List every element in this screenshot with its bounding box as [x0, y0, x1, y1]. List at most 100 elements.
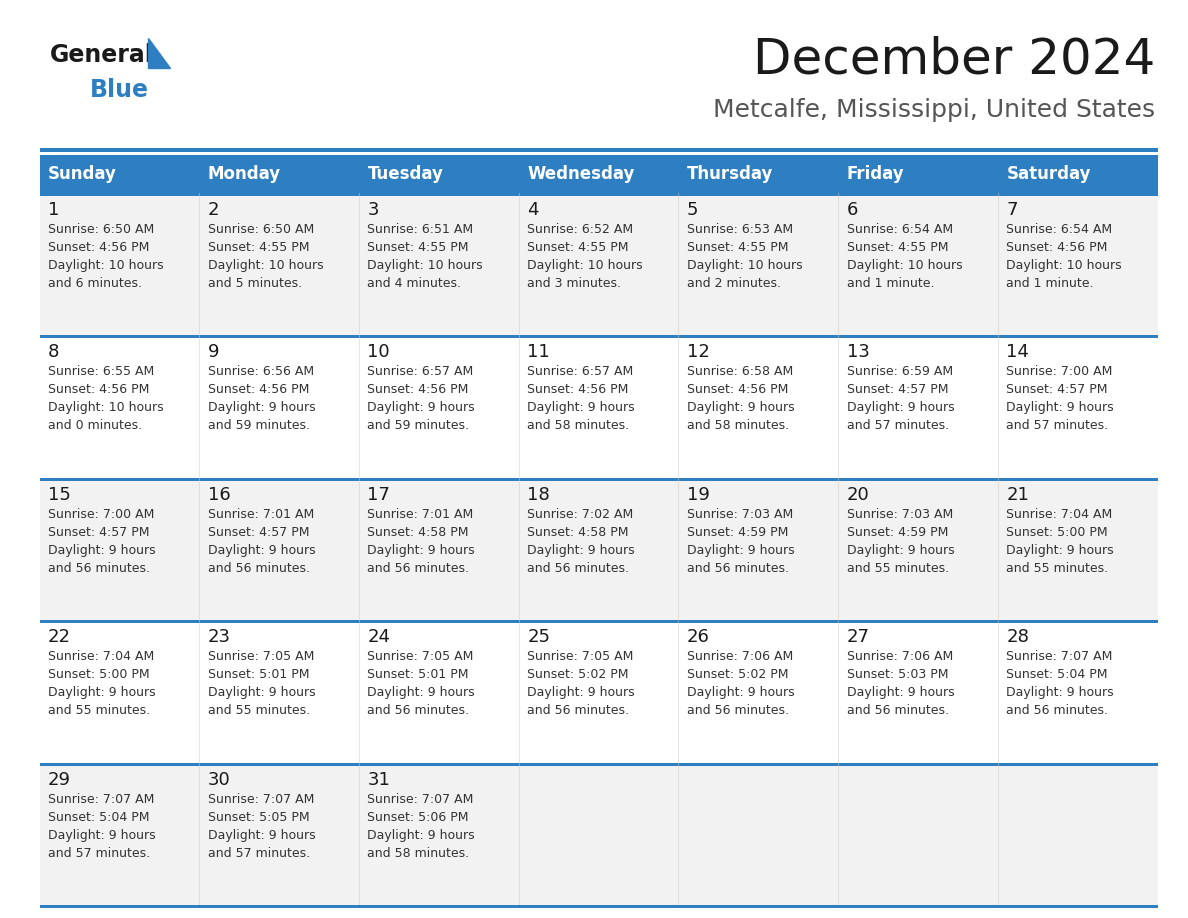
Text: Sunrise: 7:00 AM: Sunrise: 7:00 AM: [48, 508, 154, 521]
Bar: [40, 335, 1158, 339]
Text: Sunrise: 6:56 AM: Sunrise: 6:56 AM: [208, 365, 314, 378]
Text: and 59 minutes.: and 59 minutes.: [367, 420, 469, 432]
Text: 14: 14: [1006, 343, 1029, 362]
Bar: [678, 196, 839, 335]
Text: Sunset: 5:01 PM: Sunset: 5:01 PM: [208, 668, 309, 681]
Text: Sunset: 4:56 PM: Sunset: 4:56 PM: [48, 384, 150, 397]
Text: Blue: Blue: [90, 78, 148, 102]
Text: Daylight: 9 hours: Daylight: 9 hours: [367, 829, 475, 842]
Bar: [200, 155, 360, 193]
Polygon shape: [148, 38, 170, 68]
Text: and 58 minutes.: and 58 minutes.: [367, 846, 469, 859]
Text: Sunrise: 7:03 AM: Sunrise: 7:03 AM: [687, 508, 794, 521]
Text: 22: 22: [48, 628, 71, 646]
Text: 25: 25: [527, 628, 550, 646]
Bar: [40, 905, 1158, 908]
Text: 7: 7: [1006, 201, 1018, 219]
Bar: [40, 621, 1158, 623]
Text: Sunrise: 7:07 AM: Sunrise: 7:07 AM: [367, 792, 474, 806]
Text: Thursday: Thursday: [687, 165, 773, 183]
Text: Sunrise: 7:04 AM: Sunrise: 7:04 AM: [48, 650, 154, 663]
Bar: [40, 763, 1158, 766]
Text: Sunset: 4:56 PM: Sunset: 4:56 PM: [48, 241, 150, 254]
Text: Sunrise: 7:06 AM: Sunrise: 7:06 AM: [687, 650, 794, 663]
Text: and 3 minutes.: and 3 minutes.: [527, 277, 621, 290]
Text: Sunrise: 7:01 AM: Sunrise: 7:01 AM: [367, 508, 474, 521]
Text: Sunset: 5:00 PM: Sunset: 5:00 PM: [48, 668, 150, 681]
Bar: [40, 481, 200, 621]
Text: Metcalfe, Mississippi, United States: Metcalfe, Mississippi, United States: [713, 98, 1155, 122]
Text: Sunset: 4:56 PM: Sunset: 4:56 PM: [527, 384, 628, 397]
Bar: [998, 196, 1158, 335]
Text: Sunset: 4:56 PM: Sunset: 4:56 PM: [1006, 241, 1107, 254]
Text: Sunset: 5:04 PM: Sunset: 5:04 PM: [48, 811, 150, 823]
Text: Sunset: 4:55 PM: Sunset: 4:55 PM: [367, 241, 469, 254]
Bar: [998, 766, 1158, 905]
Text: Sunset: 4:57 PM: Sunset: 4:57 PM: [1006, 384, 1107, 397]
Text: Sunset: 4:55 PM: Sunset: 4:55 PM: [687, 241, 789, 254]
Text: Daylight: 9 hours: Daylight: 9 hours: [687, 543, 795, 557]
Text: Sunset: 5:01 PM: Sunset: 5:01 PM: [367, 668, 469, 681]
Text: and 55 minutes.: and 55 minutes.: [847, 562, 949, 575]
Text: Daylight: 9 hours: Daylight: 9 hours: [367, 543, 475, 557]
Text: Sunrise: 6:57 AM: Sunrise: 6:57 AM: [527, 365, 633, 378]
Bar: [40, 148, 1158, 152]
Text: Sunrise: 6:53 AM: Sunrise: 6:53 AM: [687, 223, 792, 236]
Bar: [360, 481, 519, 621]
Bar: [360, 623, 519, 763]
Bar: [998, 623, 1158, 763]
Text: Daylight: 9 hours: Daylight: 9 hours: [367, 686, 475, 700]
Bar: [519, 339, 678, 477]
Text: and 56 minutes.: and 56 minutes.: [527, 704, 630, 717]
Text: Daylight: 9 hours: Daylight: 9 hours: [527, 543, 634, 557]
Text: General: General: [50, 43, 154, 67]
Text: Sunrise: 7:07 AM: Sunrise: 7:07 AM: [48, 792, 154, 806]
Text: Sunrise: 7:05 AM: Sunrise: 7:05 AM: [367, 650, 474, 663]
Text: Sunset: 5:06 PM: Sunset: 5:06 PM: [367, 811, 469, 823]
Text: Sunset: 4:56 PM: Sunset: 4:56 PM: [367, 384, 469, 397]
Bar: [678, 766, 839, 905]
Bar: [998, 339, 1158, 477]
Text: Sunrise: 6:58 AM: Sunrise: 6:58 AM: [687, 365, 794, 378]
Text: 5: 5: [687, 201, 699, 219]
Bar: [519, 155, 678, 193]
Text: Daylight: 9 hours: Daylight: 9 hours: [527, 401, 634, 414]
Text: 9: 9: [208, 343, 220, 362]
Text: Sunset: 5:05 PM: Sunset: 5:05 PM: [208, 811, 309, 823]
Text: Sunset: 4:59 PM: Sunset: 4:59 PM: [687, 526, 788, 539]
Text: Daylight: 9 hours: Daylight: 9 hours: [847, 686, 954, 700]
Text: 2: 2: [208, 201, 220, 219]
Text: and 57 minutes.: and 57 minutes.: [1006, 420, 1108, 432]
Bar: [678, 623, 839, 763]
Text: Daylight: 9 hours: Daylight: 9 hours: [48, 543, 156, 557]
Text: Daylight: 10 hours: Daylight: 10 hours: [208, 259, 323, 272]
Bar: [519, 766, 678, 905]
Bar: [40, 196, 200, 335]
Text: Sunset: 5:02 PM: Sunset: 5:02 PM: [687, 668, 789, 681]
Text: Sunset: 4:59 PM: Sunset: 4:59 PM: [847, 526, 948, 539]
Bar: [40, 155, 200, 193]
Bar: [839, 766, 998, 905]
Text: and 1 minute.: and 1 minute.: [1006, 277, 1094, 290]
Text: Sunrise: 7:06 AM: Sunrise: 7:06 AM: [847, 650, 953, 663]
Text: 27: 27: [847, 628, 870, 646]
Text: Sunrise: 6:59 AM: Sunrise: 6:59 AM: [847, 365, 953, 378]
Bar: [40, 477, 1158, 481]
Bar: [678, 481, 839, 621]
Bar: [998, 481, 1158, 621]
Text: Sunrise: 7:05 AM: Sunrise: 7:05 AM: [208, 650, 314, 663]
Bar: [360, 155, 519, 193]
Text: 29: 29: [48, 770, 71, 789]
Text: 19: 19: [687, 486, 709, 504]
Text: 13: 13: [847, 343, 870, 362]
Text: Sunrise: 6:54 AM: Sunrise: 6:54 AM: [1006, 223, 1112, 236]
Bar: [40, 193, 1158, 196]
Text: 24: 24: [367, 628, 391, 646]
Bar: [839, 481, 998, 621]
Bar: [40, 339, 200, 477]
Text: and 6 minutes.: and 6 minutes.: [48, 277, 143, 290]
Text: and 56 minutes.: and 56 minutes.: [208, 562, 310, 575]
Text: Daylight: 9 hours: Daylight: 9 hours: [208, 401, 315, 414]
Text: Monday: Monday: [208, 165, 280, 183]
Text: Sunrise: 6:50 AM: Sunrise: 6:50 AM: [208, 223, 314, 236]
